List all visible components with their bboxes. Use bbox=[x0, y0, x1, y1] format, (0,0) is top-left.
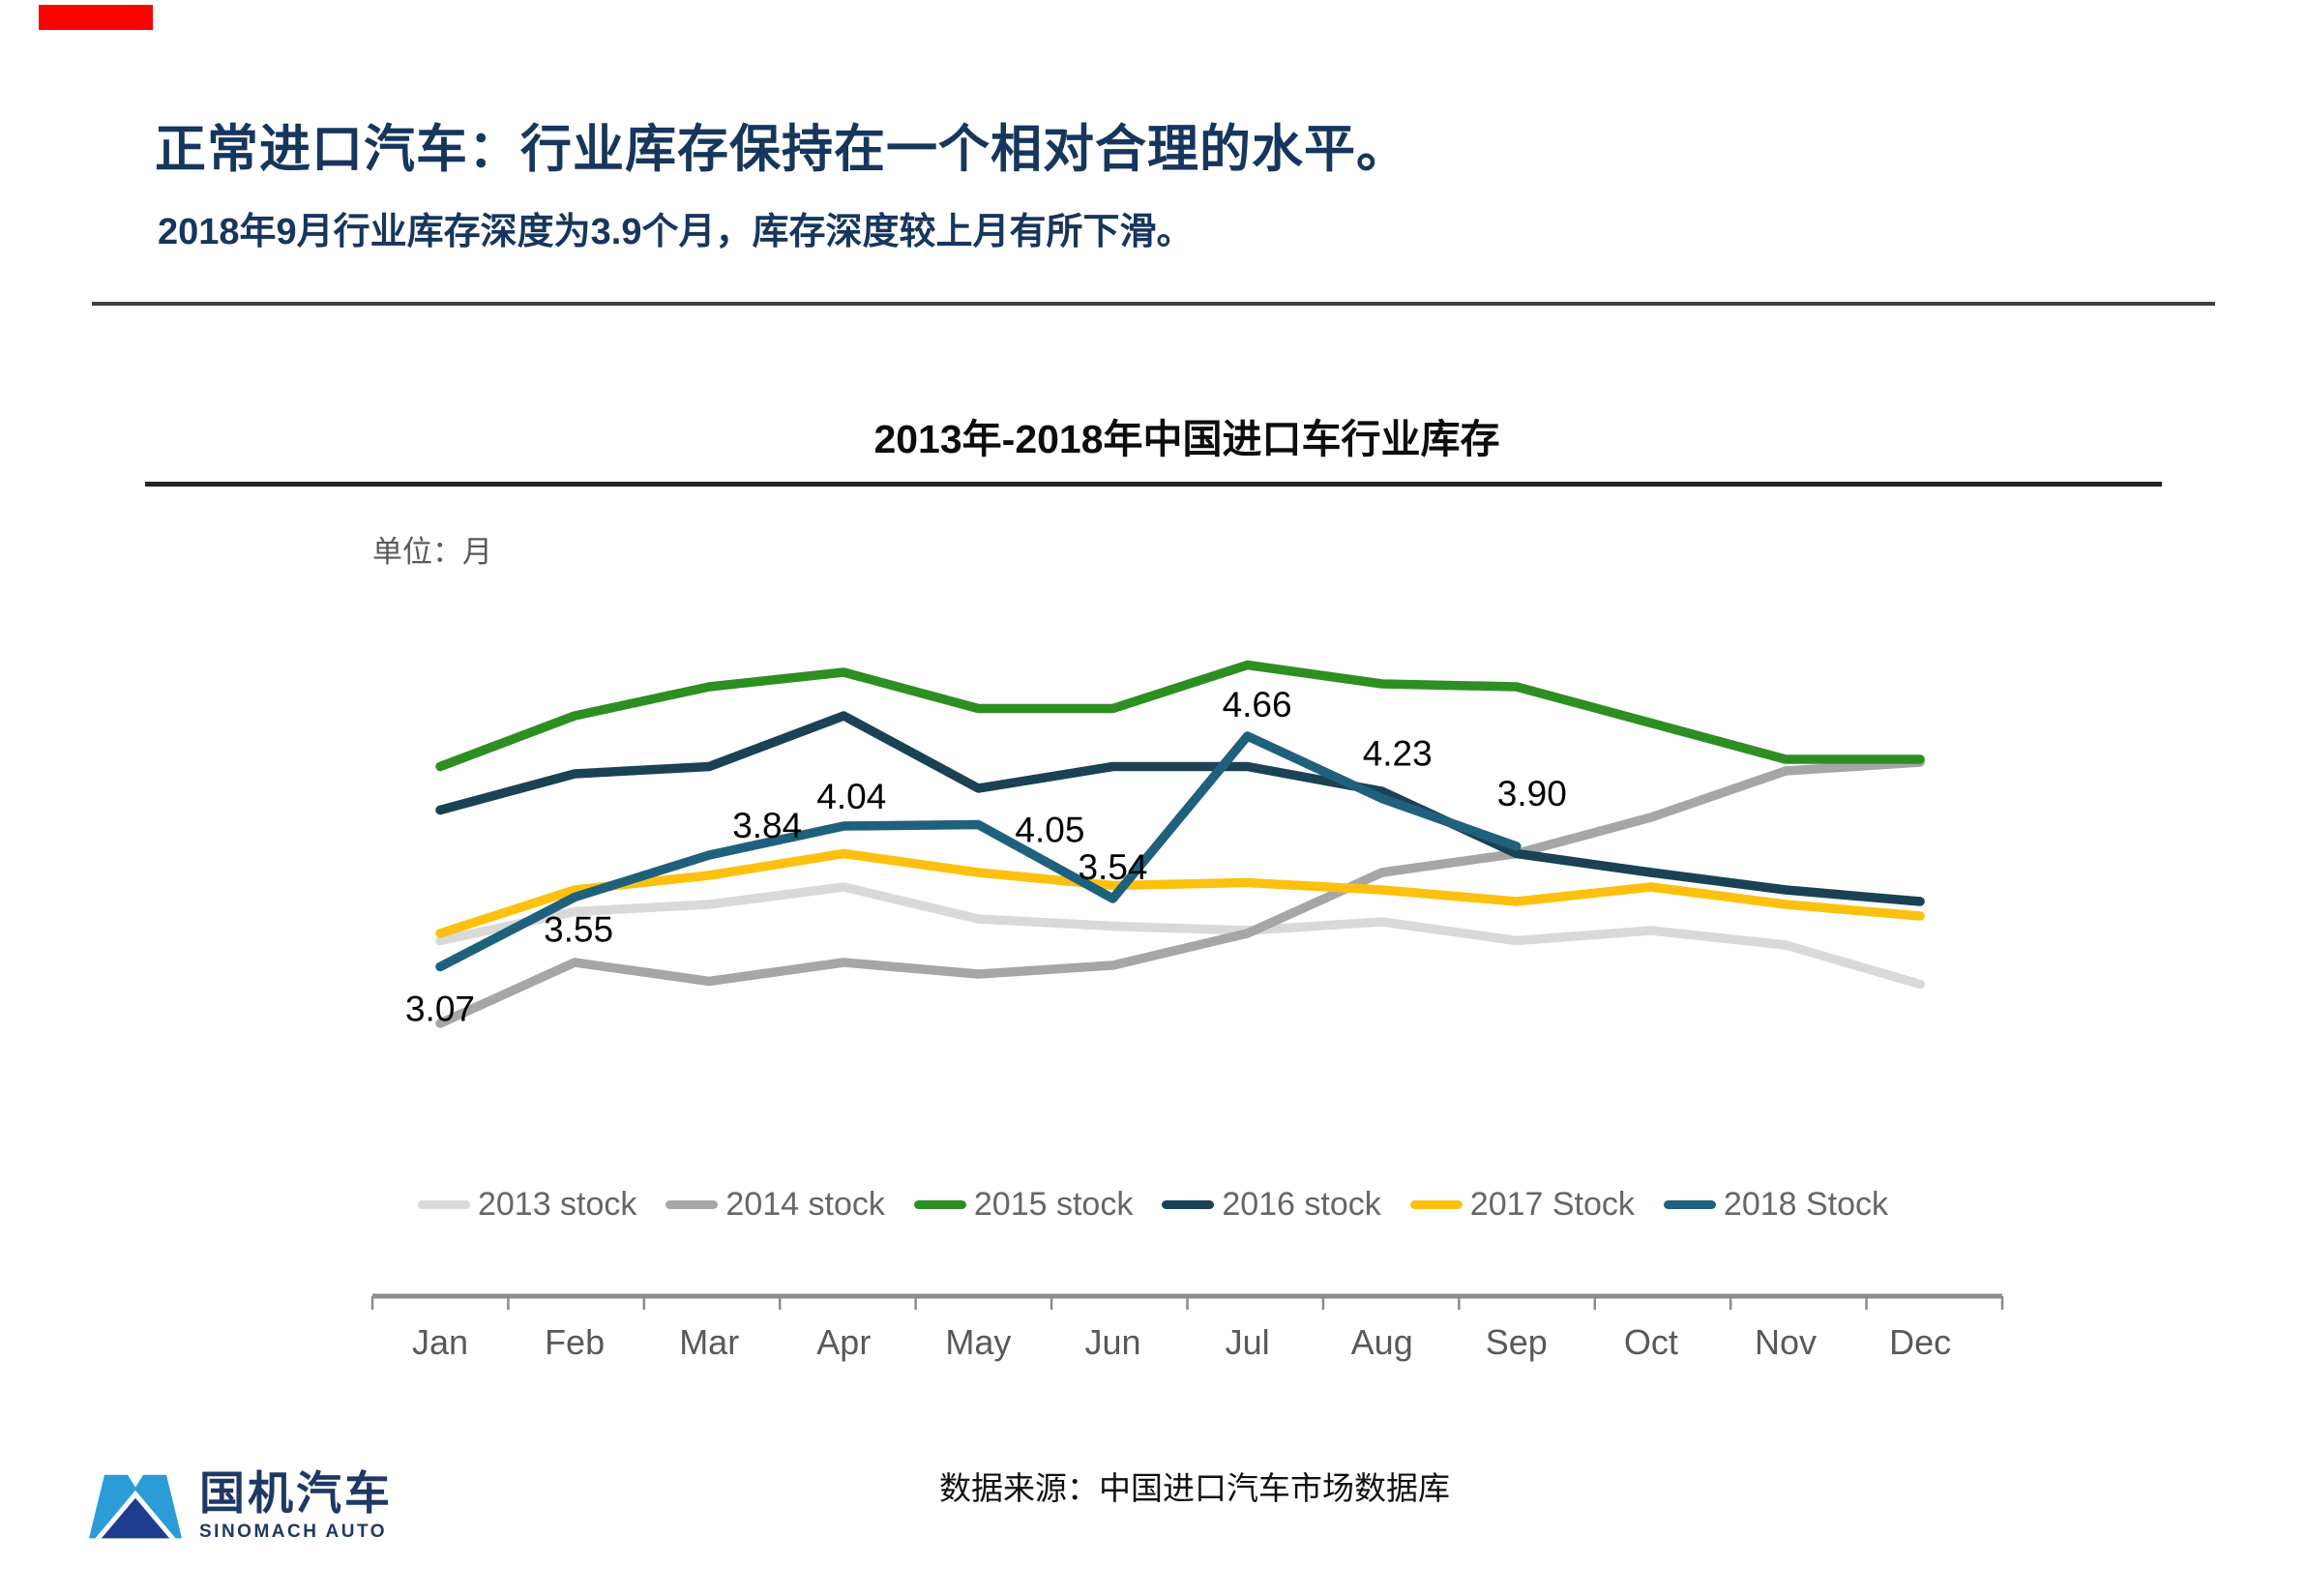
data-source-note: 数据来源：中国进口汽车市场数据库 bbox=[939, 1470, 1450, 1506]
series-line-2013-stock bbox=[435, 882, 1925, 990]
legend-label: 2018 Stock bbox=[1723, 1186, 1889, 1223]
logo-name-cn: 国机汽车 bbox=[199, 1467, 393, 1519]
legend-swatch bbox=[1409, 1200, 1463, 1209]
data-label: 4.05 bbox=[1015, 810, 1084, 849]
logo-text: 国机汽车 SINOMACH AUTO bbox=[199, 1468, 393, 1543]
series-line-2015-stock bbox=[435, 660, 1925, 772]
chart-title-underline bbox=[145, 482, 2162, 487]
x-axis-label-apr: Apr bbox=[816, 1322, 871, 1362]
legend-item-2017-stock: 2017 Stock bbox=[1409, 1186, 1635, 1224]
logo-name-en: SINOMACH AUTO bbox=[199, 1521, 387, 1542]
x-axis-label-feb: Feb bbox=[545, 1322, 605, 1362]
sinomach-logo-icon bbox=[89, 1474, 182, 1539]
data-label: 3.55 bbox=[544, 909, 613, 949]
legend-item-2018-stock: 2018 Stock bbox=[1663, 1186, 1889, 1224]
legend-swatch bbox=[1162, 1200, 1215, 1209]
x-axis-label-may: May bbox=[945, 1322, 1011, 1362]
legend-label: 2015 stock bbox=[973, 1186, 1134, 1223]
legend-swatch bbox=[1663, 1200, 1716, 1209]
line-chart: Jan Feb Mar Apr May Jun Jul Aug Sep Oct Nov Dec 3.07… bbox=[370, 660, 2004, 1362]
legend-item-2015-stock: 2015 stock bbox=[913, 1186, 1134, 1224]
x-axis-label-jun: Jun bbox=[1084, 1322, 1140, 1362]
legend-item-2014-stock: 2014 stock bbox=[665, 1186, 885, 1224]
x-axis-label-jan: Jan bbox=[412, 1322, 468, 1362]
legend-label: 2014 stock bbox=[725, 1186, 885, 1223]
series-line-2014-stock bbox=[435, 757, 1925, 1028]
data-label: 4.04 bbox=[816, 777, 886, 816]
legend-label: 2016 stock bbox=[1222, 1186, 1381, 1223]
x-axis-label-aug: Aug bbox=[1351, 1322, 1413, 1362]
chart-title: 2013年-2018年中国进口车行业库存 bbox=[873, 417, 1500, 461]
x-axis-label-oct: Oct bbox=[1624, 1322, 1678, 1362]
series-line-2018-stock bbox=[435, 731, 1522, 972]
page-subtitle: 2018年9月行业库存深度为3.9个月，库存深度较上月有所下滑。 bbox=[158, 212, 1194, 252]
data-label: 3.84 bbox=[732, 806, 802, 845]
data-label: 3.54 bbox=[1078, 847, 1147, 887]
x-axis-label-sep: Sep bbox=[1486, 1322, 1548, 1362]
series-line-2016-stock bbox=[435, 711, 1925, 906]
data-label: 4.23 bbox=[1363, 733, 1433, 773]
x-axis-label-mar: Mar bbox=[679, 1322, 739, 1362]
decorative-red-bar bbox=[39, 5, 153, 30]
data-label: 3.07 bbox=[405, 989, 475, 1028]
data-label: 4.66 bbox=[1223, 685, 1292, 724]
data-label: 3.90 bbox=[1497, 774, 1567, 813]
x-axis-label-jul: Jul bbox=[1226, 1322, 1270, 1362]
legend-item-2013-stock: 2013 stock bbox=[417, 1186, 637, 1224]
legend-label: 2017 Stock bbox=[1469, 1186, 1635, 1223]
header-divider bbox=[92, 302, 2215, 306]
legend-swatch bbox=[665, 1200, 719, 1209]
legend-swatch bbox=[913, 1200, 966, 1209]
chart-legend: 2013 stock 2014 stock 2015 stock 2016 stock… bbox=[0, 1186, 2306, 1224]
unit-label: 单位：月 bbox=[372, 535, 492, 569]
company-logo: 国机汽车 SINOMACH AUTO bbox=[89, 1468, 393, 1543]
x-axis-label-nov: Nov bbox=[1755, 1322, 1817, 1362]
legend-label: 2013 stock bbox=[477, 1186, 637, 1223]
series-line-2017-stock bbox=[435, 848, 1925, 938]
legend-item-2016-stock: 2016 stock bbox=[1162, 1186, 1381, 1224]
page-title: 正常进口汽车：行业库存保持在一个相对合理的水平。 bbox=[155, 121, 1408, 178]
x-axis-label-dec: Dec bbox=[1889, 1322, 1951, 1362]
legend-swatch bbox=[417, 1200, 470, 1209]
